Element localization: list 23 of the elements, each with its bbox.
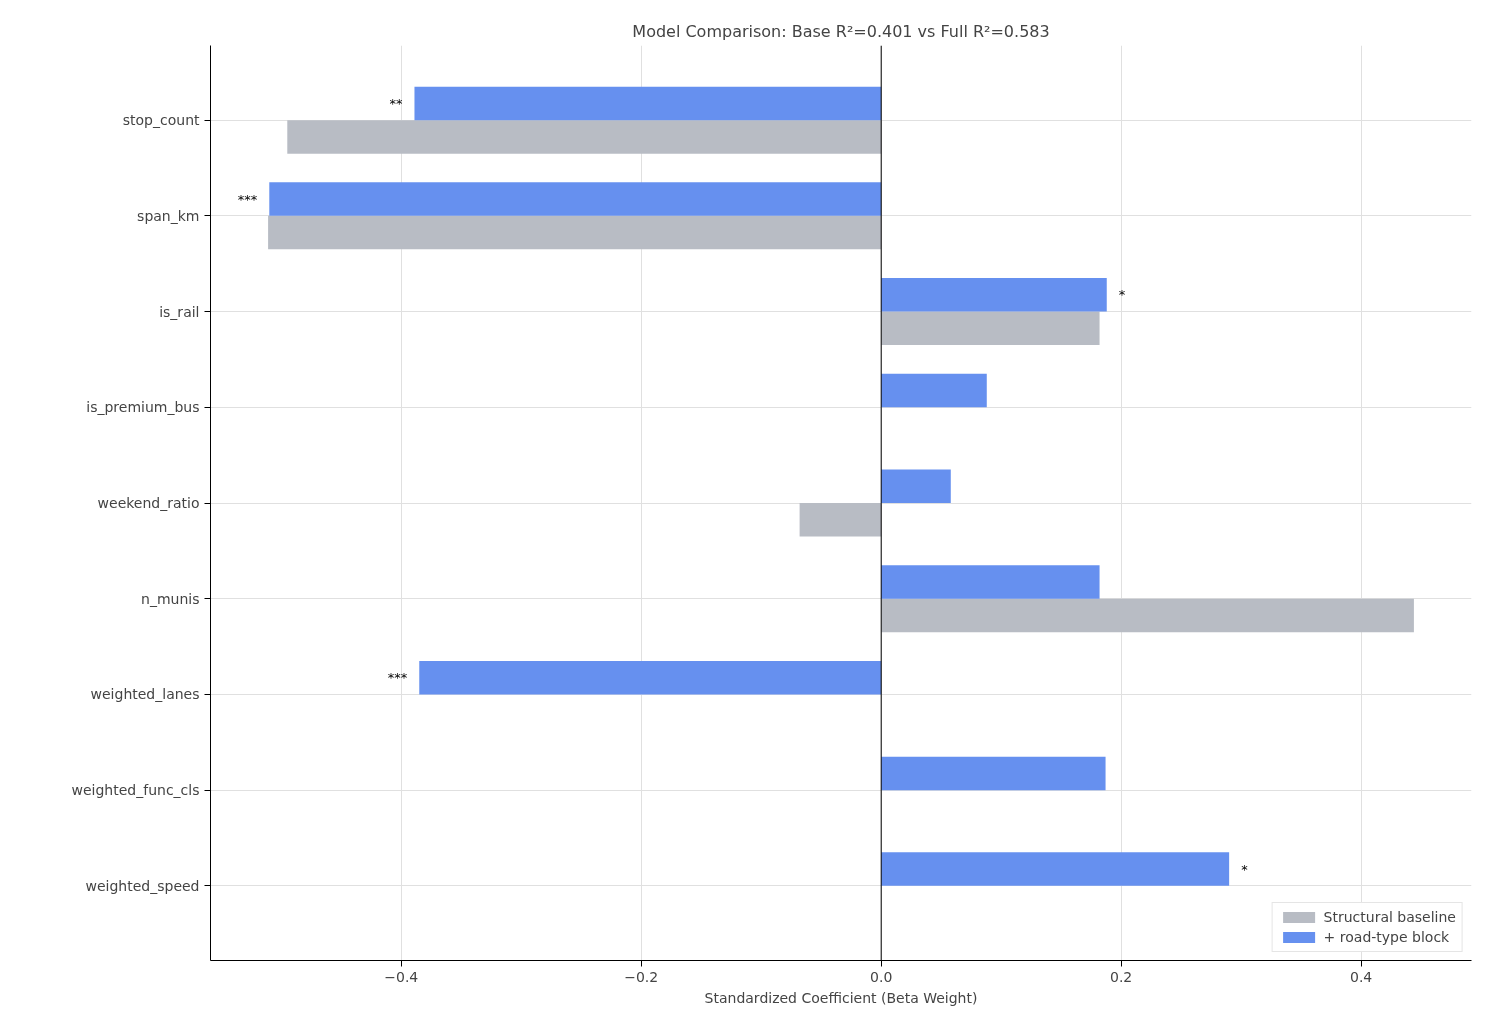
annotation: ** bbox=[389, 95, 403, 111]
y-tick-label: is_rail bbox=[159, 303, 200, 320]
y-tick-label: n_munis bbox=[141, 590, 200, 607]
y-tick-label: weighted_lanes bbox=[90, 686, 200, 703]
annotation: *** bbox=[237, 191, 258, 207]
legend-label: Structural baseline bbox=[1323, 909, 1456, 925]
y-tick-label: stop_count bbox=[122, 112, 201, 129]
annotation: * bbox=[1241, 861, 1249, 877]
legend-label: + road-type block bbox=[1323, 929, 1450, 945]
annotation: *** bbox=[387, 670, 408, 686]
y-tick-label: span_km bbox=[137, 207, 200, 224]
x-tick-label: 0.2 bbox=[1110, 968, 1133, 985]
y-tick-label: is_premium_bus bbox=[86, 399, 200, 416]
y-tick-label: weighted_func_cls bbox=[71, 782, 200, 799]
x-tick-label: 0.0 bbox=[870, 968, 893, 985]
x-tick-label: −0.4 bbox=[384, 968, 419, 985]
x-axis-title: Standardized Coefficient (Beta Weight) bbox=[704, 989, 978, 1006]
y-tick-label: weighted_speed bbox=[85, 877, 200, 894]
x-tick-label: 0.4 bbox=[1349, 968, 1373, 985]
x-tick-label: −0.2 bbox=[624, 968, 659, 985]
annotation: * bbox=[1118, 287, 1126, 303]
y-tick-label: weekend_ratio bbox=[97, 495, 200, 511]
chart-title: Model Comparison: Base R²=0.401 vs Full R²=0.583 bbox=[632, 21, 1050, 41]
